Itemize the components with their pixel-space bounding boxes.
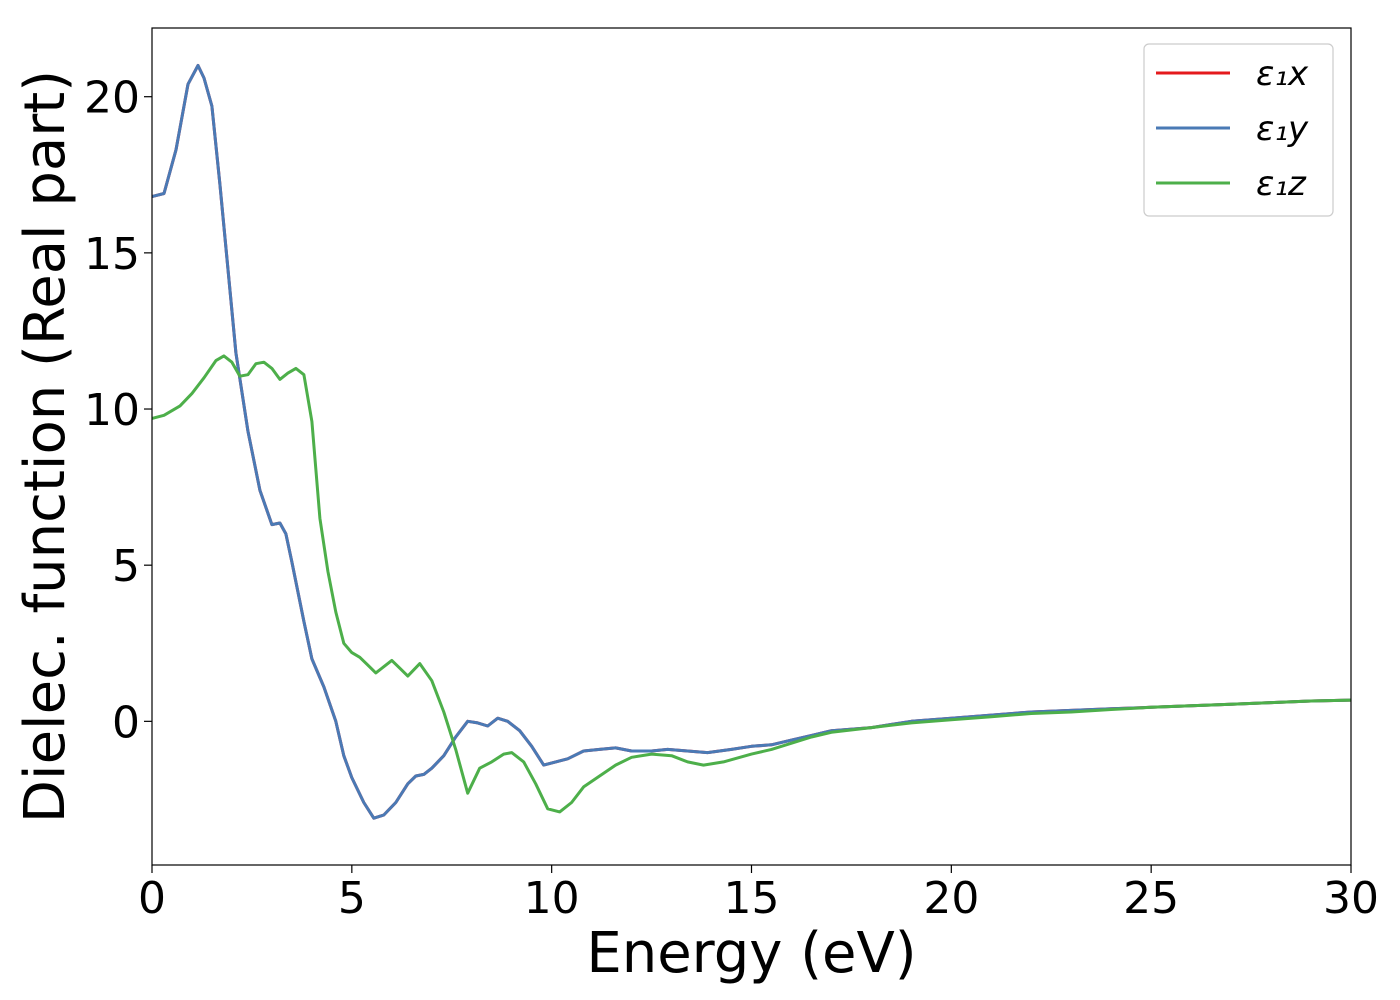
legend-entry-ex: ε₁x: [1156, 54, 1309, 94]
y-tick-label: 5: [112, 541, 140, 592]
legend: ε₁x ε₁y ε₁z: [1143, 43, 1334, 217]
x-tick-label: 0: [138, 873, 166, 924]
legend-box: [1143, 43, 1334, 217]
legend-label-ez: ε₁z: [1256, 164, 1307, 204]
x-tick-label: 30: [1323, 873, 1379, 924]
x-tick-label: 5: [338, 873, 366, 924]
plot-frame: [151, 27, 1352, 866]
x-tick-label: 15: [724, 873, 780, 924]
x-tick-label: 25: [1123, 873, 1179, 924]
y-tick-label: 15: [84, 229, 140, 280]
y-tick-label: 20: [84, 73, 140, 124]
series-line-ez: [151, 354, 1352, 814]
y-tick-label: 0: [112, 697, 140, 748]
series-lines: [151, 64, 1352, 820]
y-axis-label: Dielec. function (Real part): [13, 70, 78, 823]
legend-label-ex: ε₁x: [1256, 54, 1309, 94]
axis-ticks: 0 5 10 15 20 25 30 0 5 10 15 20: [84, 73, 1379, 924]
x-tick-label: 10: [524, 873, 580, 924]
legend-entry-ey: ε₁y: [1156, 109, 1309, 149]
legend-label-ey: ε₁y: [1256, 109, 1309, 149]
y-tick-label: 10: [84, 385, 140, 436]
x-axis-label: Energy (eV): [586, 921, 916, 986]
legend-entry-ez: ε₁z: [1156, 164, 1307, 204]
x-tick-label: 20: [923, 873, 979, 924]
